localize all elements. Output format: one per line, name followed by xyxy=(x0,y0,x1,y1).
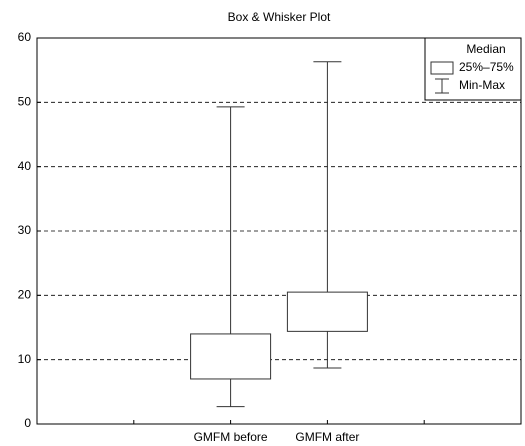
legend-label: Min-Max xyxy=(459,78,505,92)
y-tick-label: 0 xyxy=(24,416,31,430)
plot-frame xyxy=(36,37,522,425)
y-tick-label: 30 xyxy=(18,223,32,237)
y-tick-label: 40 xyxy=(18,159,32,173)
chart-title: Box & Whisker Plot xyxy=(228,10,331,24)
x-tick-label: GMFM before xyxy=(194,430,268,444)
box xyxy=(286,291,368,332)
y-tick-label: 10 xyxy=(18,352,32,366)
y-tick-label: 20 xyxy=(18,288,32,302)
y-tick-label: 60 xyxy=(18,30,32,44)
box xyxy=(190,333,272,380)
legend-label: Median xyxy=(466,42,505,56)
legend-label: 25%–75% xyxy=(459,60,514,74)
legend-box-symbol xyxy=(430,61,454,75)
x-tick-label: GMFM after xyxy=(295,430,359,444)
y-tick-label: 50 xyxy=(18,95,32,109)
